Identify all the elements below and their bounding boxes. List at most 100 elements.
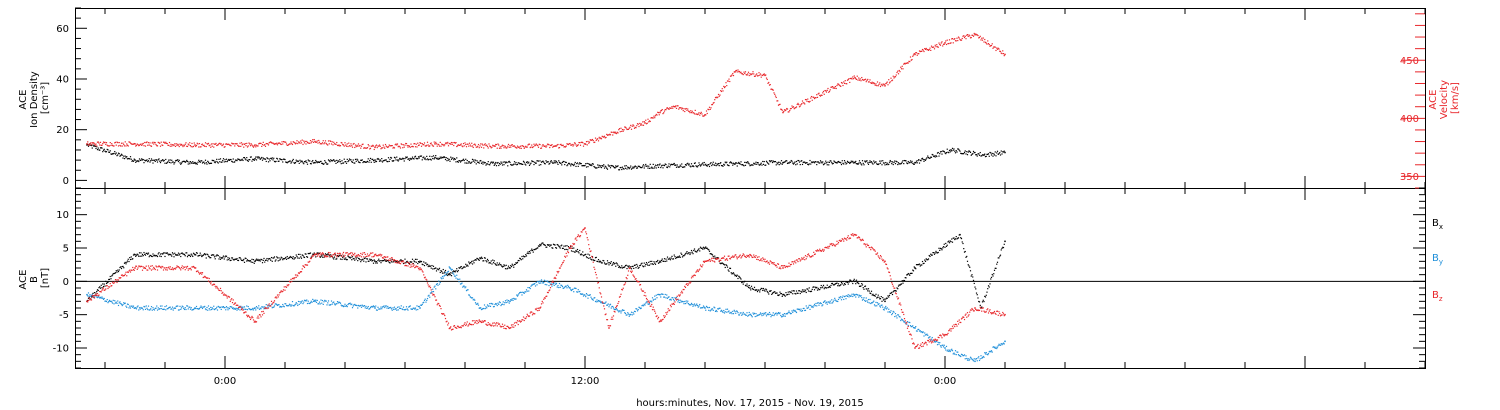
data-point — [951, 241, 954, 243]
data-point — [281, 159, 283, 161]
data-point — [691, 303, 693, 306]
data-point — [405, 157, 408, 159]
data-point — [830, 86, 832, 88]
data-point — [666, 256, 669, 258]
data-point — [786, 312, 788, 315]
data-point — [495, 264, 497, 266]
data-point — [927, 155, 929, 157]
data-point — [337, 302, 339, 304]
data-point — [656, 164, 658, 167]
data-point — [726, 266, 729, 268]
data-point — [447, 145, 450, 147]
data-point — [285, 258, 288, 260]
data-point — [850, 77, 852, 79]
data-point — [874, 305, 876, 307]
data-point — [960, 237, 963, 240]
data-point — [649, 120, 651, 123]
data-point — [304, 299, 306, 302]
data-point — [579, 162, 581, 164]
data-point — [115, 152, 117, 154]
data-point — [361, 143, 363, 146]
data-point — [609, 167, 612, 169]
data-point — [124, 302, 126, 304]
data-point — [784, 295, 786, 297]
data-point — [672, 258, 675, 260]
data-point — [225, 143, 227, 145]
data-point — [293, 305, 295, 307]
data-point — [977, 34, 979, 37]
data-point — [495, 303, 498, 305]
data-point — [678, 107, 681, 109]
data-point — [626, 267, 628, 270]
data-point — [270, 157, 272, 159]
data-point — [780, 314, 782, 317]
data-point — [633, 264, 636, 266]
data-point — [455, 161, 457, 163]
data-point — [135, 307, 137, 309]
data-point — [988, 43, 990, 46]
data-point — [132, 143, 134, 145]
data-point — [381, 306, 384, 308]
data-point — [601, 135, 603, 137]
data-point — [539, 280, 541, 283]
data-point — [786, 294, 788, 296]
data-point — [223, 146, 225, 148]
data-point — [478, 147, 480, 149]
data-point — [945, 151, 948, 154]
data-point — [351, 307, 354, 309]
data-point — [364, 147, 366, 149]
data-point — [963, 153, 965, 155]
data-point — [819, 162, 821, 164]
data-point — [666, 166, 668, 168]
data-point — [306, 299, 308, 301]
data-point — [790, 159, 792, 162]
data-point — [243, 143, 246, 145]
data-point — [141, 143, 144, 145]
data-point — [427, 144, 429, 146]
data-point — [747, 315, 749, 317]
data-point — [870, 290, 873, 292]
data-point — [432, 290, 435, 293]
data-point — [145, 252, 147, 254]
data-point — [657, 164, 659, 166]
data-point — [320, 143, 322, 145]
data-point — [743, 313, 745, 315]
data-point — [708, 165, 711, 168]
data-point — [864, 285, 866, 288]
data-point — [468, 263, 471, 265]
data-point — [654, 164, 657, 166]
data-point — [189, 163, 191, 165]
data-point — [285, 304, 288, 307]
data-point — [361, 259, 363, 261]
data-point — [140, 143, 142, 145]
data-point — [232, 258, 234, 261]
data-point — [274, 303, 276, 305]
data-point — [408, 306, 410, 308]
data-point — [958, 37, 960, 39]
data-point — [522, 292, 525, 294]
data-point — [576, 163, 578, 165]
data-point — [945, 153, 947, 155]
data-point — [97, 147, 99, 149]
data-point — [786, 107, 788, 110]
data-point — [516, 145, 519, 147]
data-point — [397, 260, 399, 263]
data-point — [1004, 53, 1006, 56]
data-point — [669, 107, 672, 109]
data-point — [927, 48, 929, 51]
data-point — [450, 268, 452, 270]
data-point — [335, 303, 337, 305]
data-point — [471, 297, 473, 299]
data-point — [885, 297, 888, 299]
data-point — [96, 296, 98, 298]
data-point — [387, 260, 390, 262]
data-point — [222, 255, 225, 257]
data-point — [939, 151, 942, 153]
data-point — [353, 304, 355, 306]
data-point — [410, 143, 412, 145]
data-point — [543, 145, 546, 148]
data-point — [333, 256, 336, 258]
data-point — [207, 309, 209, 311]
data-point — [98, 149, 100, 151]
data-point — [759, 289, 762, 291]
